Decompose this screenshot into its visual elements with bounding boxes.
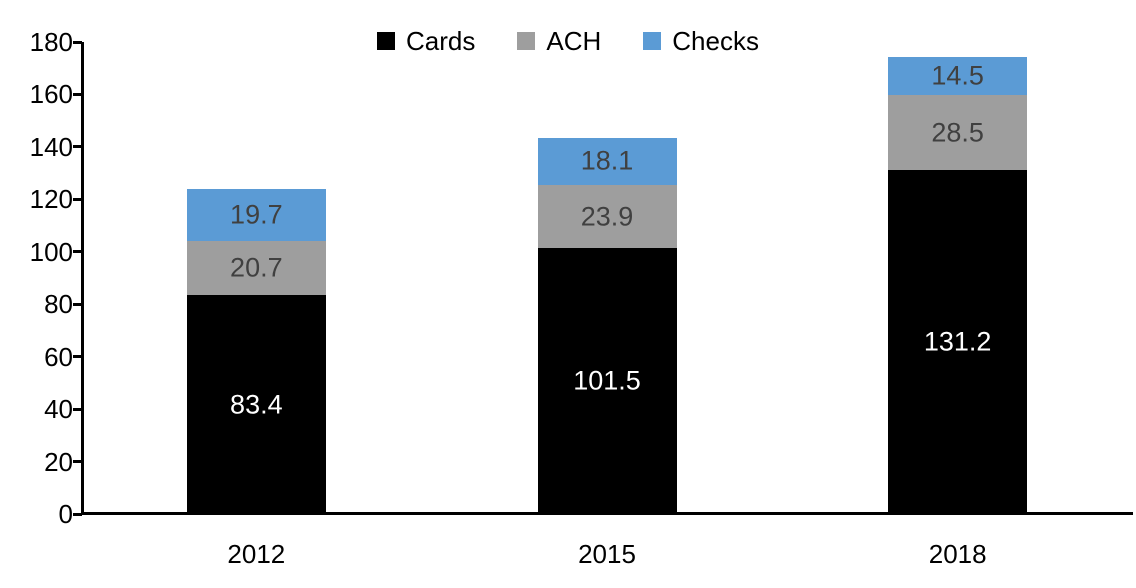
bar-value-label: 19.7	[230, 199, 283, 230]
y-axis-tick	[73, 145, 82, 149]
chart-legend: Cards ACH Checks	[0, 28, 1136, 54]
bar-value-label: 20.7	[230, 252, 283, 283]
y-axis-tick-label: 40	[44, 394, 73, 425]
bar-column-2015: 101.5 23.9 18.1	[537, 137, 677, 514]
x-axis-category-label: 2018	[928, 539, 987, 569]
legend-label: Checks	[672, 26, 759, 56]
y-axis-tick	[73, 460, 82, 464]
bar-column-2012: 83.4 20.7 19.7	[186, 189, 326, 514]
y-axis-tick-label: 120	[29, 184, 73, 215]
bar-segment-ach-2012: 20.7	[186, 241, 326, 296]
y-axis-tick	[73, 92, 82, 96]
y-axis-tick	[73, 512, 82, 516]
y-axis-tick-label: 60	[44, 341, 73, 372]
legend-swatch-ach	[517, 32, 536, 50]
y-axis-tick-label: 100	[29, 236, 73, 267]
bar-segment-checks-2018: 14.5	[888, 57, 1028, 96]
legend-item-cards: Cards	[377, 28, 475, 54]
legend-item-checks: Checks	[643, 28, 759, 54]
bar-segment-checks-2015: 18.1	[537, 137, 677, 186]
y-axis-tick	[73, 197, 82, 201]
y-axis-tick-label: 20	[44, 446, 73, 477]
bar-segment-cards-2018: 131.2	[888, 169, 1028, 514]
bar-value-label: 101.5	[573, 365, 641, 396]
bar-value-label: 14.5	[931, 60, 984, 91]
y-axis-tick-label: 160	[29, 79, 73, 110]
legend-item-ach: ACH	[517, 28, 601, 54]
x-axis-category-label: 2015	[578, 539, 636, 569]
bar-segment-checks-2012: 19.7	[186, 189, 326, 242]
y-axis-tick-label: 140	[29, 131, 73, 162]
bar-value-label: 18.1	[580, 145, 634, 176]
bar-segment-ach-2018: 28.5	[888, 95, 1028, 170]
x-axis-category-label: 2012	[227, 539, 286, 569]
legend-label: ACH	[546, 26, 602, 56]
x-axis-line	[81, 512, 1133, 515]
y-axis-line	[81, 42, 84, 514]
y-axis-tick	[73, 302, 82, 306]
bar-value-label: 83.4	[230, 389, 283, 420]
bar-segment-ach-2015: 23.9	[537, 185, 677, 248]
bar-segment-cards-2015: 101.5	[537, 247, 677, 514]
y-axis-tick-label: 180	[29, 27, 73, 57]
legend-swatch-checks	[643, 32, 662, 50]
y-axis-tick	[73, 250, 82, 254]
y-axis-tick	[73, 355, 82, 359]
bar-value-label: 131.2	[923, 326, 992, 357]
legend-label: Cards	[406, 26, 476, 56]
bar-segment-cards-2012: 83.4	[186, 295, 326, 514]
bar-value-label: 28.5	[931, 117, 984, 148]
y-axis-tick	[73, 407, 82, 411]
y-axis-tick-label: 80	[44, 289, 73, 320]
y-axis-tick	[73, 40, 82, 44]
bar-column-2018: 131.2 28.5 14.5	[888, 57, 1028, 514]
bar-value-label: 23.9	[580, 201, 634, 232]
legend-swatch-cards	[377, 32, 396, 50]
y-axis-tick-label: 0	[58, 499, 73, 529]
